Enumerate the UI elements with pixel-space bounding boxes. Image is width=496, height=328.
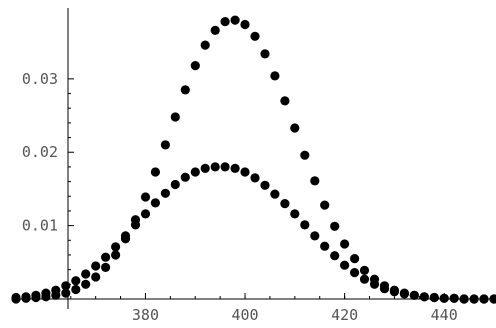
data-point xyxy=(91,261,101,271)
data-point xyxy=(140,209,151,219)
data-point xyxy=(320,241,330,251)
data-point xyxy=(260,180,270,190)
data-point xyxy=(160,140,170,150)
y-tick-label: 0.01 xyxy=(22,217,58,235)
data-point xyxy=(71,276,81,286)
data-point xyxy=(330,221,340,231)
data-point xyxy=(170,112,180,122)
data-points xyxy=(11,15,496,304)
data-point xyxy=(61,288,71,298)
data-point xyxy=(71,284,81,295)
data-point xyxy=(81,269,91,279)
data-point xyxy=(399,288,409,298)
data-point xyxy=(140,192,151,202)
data-point xyxy=(280,96,290,106)
data-point xyxy=(439,293,449,303)
data-point xyxy=(260,49,270,59)
data-point xyxy=(350,268,360,278)
x-tick-label: 440 xyxy=(431,306,458,324)
data-point xyxy=(101,252,111,262)
data-point xyxy=(320,200,330,210)
data-point xyxy=(120,234,131,244)
data-point xyxy=(479,294,489,304)
data-point xyxy=(31,292,41,303)
data-point xyxy=(270,189,280,199)
data-point xyxy=(220,17,230,27)
data-point xyxy=(190,167,200,177)
data-point xyxy=(280,199,290,209)
data-point xyxy=(150,167,160,177)
data-point xyxy=(160,188,170,198)
data-point xyxy=(91,272,101,282)
data-point xyxy=(210,25,220,35)
data-point xyxy=(359,265,370,275)
y-tick-label: 0.02 xyxy=(22,143,58,161)
data-point xyxy=(51,290,61,300)
data-point xyxy=(429,292,439,303)
data-point xyxy=(359,274,370,284)
x-tick-label: 400 xyxy=(231,306,258,324)
data-point xyxy=(61,281,71,291)
y-tick-label: 0.03 xyxy=(22,70,58,88)
data-point xyxy=(300,220,310,230)
data-point xyxy=(81,279,91,289)
data-point xyxy=(200,163,210,173)
data-point xyxy=(130,215,141,225)
data-point xyxy=(190,61,200,71)
data-point xyxy=(310,176,320,186)
data-point xyxy=(489,294,496,304)
data-point xyxy=(101,262,111,272)
axes: 380 400 420 440 0.01 0.02 0.03 xyxy=(14,8,494,324)
data-point xyxy=(449,293,459,303)
x-tick-label: 420 xyxy=(331,306,358,324)
data-point xyxy=(230,15,240,25)
data-point xyxy=(250,31,260,41)
data-point xyxy=(220,162,230,172)
data-point xyxy=(310,231,320,241)
data-point xyxy=(150,198,160,208)
data-point xyxy=(200,40,210,50)
data-point xyxy=(290,123,300,133)
data-point xyxy=(459,294,469,304)
data-point xyxy=(409,290,419,300)
data-point xyxy=(389,285,399,295)
series-2 xyxy=(11,15,496,304)
data-point xyxy=(419,292,429,302)
data-point xyxy=(170,179,180,190)
data-point xyxy=(250,173,260,183)
x-tick-label: 380 xyxy=(132,306,159,324)
data-point xyxy=(350,254,360,264)
data-point xyxy=(369,274,380,284)
data-point xyxy=(41,292,51,302)
data-point xyxy=(111,242,121,252)
data-point xyxy=(230,163,240,173)
data-point xyxy=(21,293,31,303)
data-point xyxy=(270,71,280,81)
data-point xyxy=(469,294,479,304)
data-point xyxy=(330,251,340,261)
data-point xyxy=(300,150,310,160)
data-point xyxy=(240,167,250,177)
data-point xyxy=(11,294,21,304)
data-point xyxy=(290,209,300,219)
data-point xyxy=(240,19,250,30)
data-point xyxy=(379,281,390,291)
data-point xyxy=(210,162,220,172)
data-point xyxy=(180,85,190,95)
data-point xyxy=(340,239,350,249)
data-point xyxy=(180,172,190,182)
data-point xyxy=(111,250,121,260)
data-point xyxy=(340,260,350,270)
